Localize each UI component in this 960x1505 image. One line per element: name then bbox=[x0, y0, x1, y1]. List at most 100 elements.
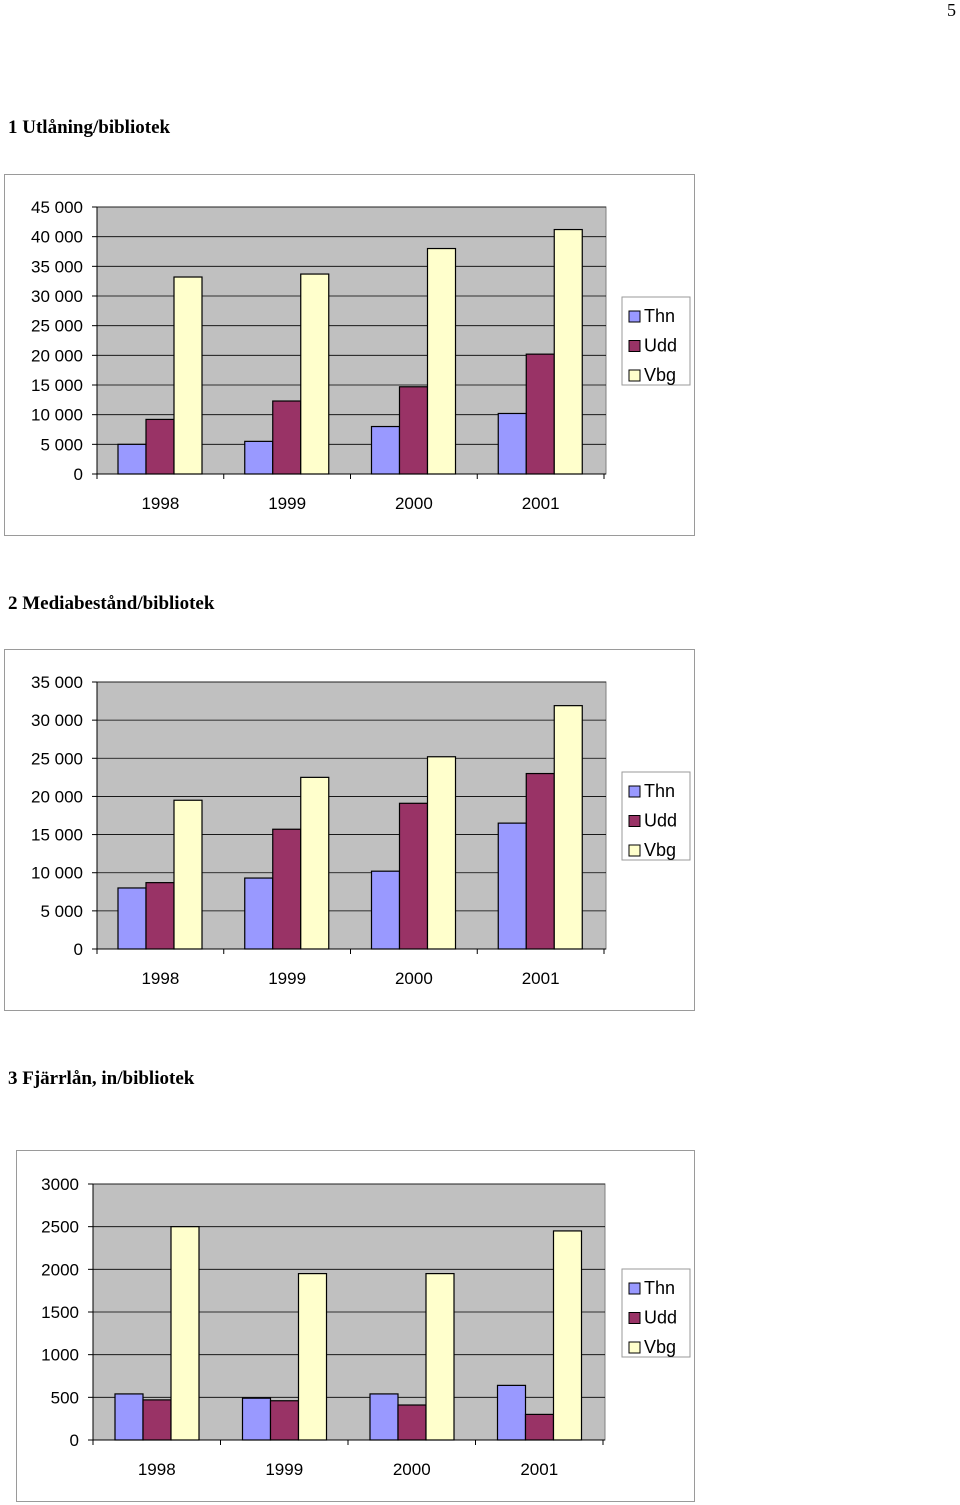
y-tick-label: 10 000 bbox=[31, 406, 83, 425]
legend-swatch-thn bbox=[628, 310, 641, 323]
bar-vbg-1999 bbox=[300, 776, 330, 950]
legend-label-udd: Udd bbox=[644, 811, 677, 831]
legend-label-thn: Thn bbox=[644, 1278, 675, 1298]
bar-udd-2000 bbox=[397, 1404, 427, 1441]
y-tick-label: 2000 bbox=[41, 1260, 79, 1279]
y-tick-label: 1500 bbox=[41, 1303, 79, 1322]
y-tick-label: 15 000 bbox=[31, 826, 83, 845]
bar-thn-2001 bbox=[496, 1384, 527, 1441]
y-tick-label: 25 000 bbox=[31, 749, 83, 768]
bar-vbg-2001 bbox=[552, 1230, 583, 1441]
legend-label-thn: Thn bbox=[644, 306, 675, 326]
bar-udd-1998 bbox=[145, 418, 175, 475]
legend-label-vbg: Vbg bbox=[644, 1337, 676, 1357]
legend-swatch-vbg bbox=[628, 1341, 641, 1354]
legend-label-vbg: Vbg bbox=[644, 365, 676, 385]
legend-swatch-udd bbox=[628, 340, 641, 352]
bar-thn-2000 bbox=[370, 870, 401, 950]
y-tick-label: 35 000 bbox=[31, 673, 83, 692]
y-tick-label: 10 000 bbox=[31, 864, 83, 883]
x-tick-label: 1999 bbox=[265, 1460, 303, 1479]
x-tick-label: 2001 bbox=[522, 494, 560, 513]
y-tick-label: 15 000 bbox=[31, 376, 83, 395]
bar-vbg-1998 bbox=[170, 1226, 200, 1441]
y-tick-label: 5 000 bbox=[40, 902, 83, 921]
bar-udd-1998 bbox=[142, 1399, 172, 1441]
bar-thn-2001 bbox=[497, 412, 527, 475]
y-tick-label: 3000 bbox=[41, 1175, 79, 1194]
legend-swatch-thn bbox=[628, 1282, 641, 1295]
bar-thn-1998 bbox=[117, 443, 147, 475]
bar-thn-2000 bbox=[369, 1393, 399, 1441]
legend-label-thn: Thn bbox=[644, 781, 675, 801]
bar-udd-1999 bbox=[269, 1400, 300, 1441]
x-tick-label: 1999 bbox=[268, 494, 306, 513]
y-tick-label: 40 000 bbox=[31, 228, 83, 247]
legend-label-udd: Udd bbox=[644, 1308, 677, 1328]
legend-swatch-vbg bbox=[628, 369, 641, 382]
legend-swatch-udd bbox=[628, 1312, 641, 1324]
bar-udd-2000 bbox=[398, 386, 429, 475]
y-tick-label: 0 bbox=[70, 1431, 79, 1450]
bar-thn-1998 bbox=[114, 1393, 144, 1441]
bar-vbg-1999 bbox=[297, 1272, 328, 1441]
bar-udd-2001 bbox=[525, 353, 555, 475]
bar-vbg-2001 bbox=[553, 228, 583, 475]
chart-3-svg: 0 500 1000 1500 2000 2500 3000 1998 1999 2000 2001… bbox=[41, 1175, 691, 1479]
bar-vbg-2000 bbox=[426, 247, 457, 475]
bar-thn-1999 bbox=[244, 440, 274, 475]
bar-vbg-2000 bbox=[426, 756, 457, 950]
y-tick-label: 2500 bbox=[41, 1218, 79, 1237]
legend-swatch-thn bbox=[628, 785, 641, 798]
bar-thn-1999 bbox=[244, 877, 274, 950]
x-tick-label: 2001 bbox=[520, 1460, 558, 1479]
bar-vbg-1999 bbox=[300, 273, 330, 475]
y-tick-label: 45 000 bbox=[31, 198, 83, 217]
x-tick-label: 2000 bbox=[393, 1460, 431, 1479]
y-tick-label: 0 bbox=[74, 465, 83, 484]
x-tick-label: 1999 bbox=[268, 969, 306, 988]
x-tick-label: 2000 bbox=[395, 969, 433, 988]
bar-thn-1998 bbox=[117, 887, 147, 950]
bar-udd-2001 bbox=[525, 772, 555, 950]
chart-1-title: 1 Utlåning/bibliotek bbox=[8, 117, 171, 138]
bar-udd-2001 bbox=[524, 1413, 555, 1441]
bar-thn-2001 bbox=[497, 822, 527, 950]
y-tick-label: 5 000 bbox=[40, 435, 83, 454]
bar-thn-2000 bbox=[370, 425, 401, 475]
bar-vbg-2001 bbox=[553, 705, 583, 950]
x-tick-label: 1998 bbox=[141, 494, 179, 513]
legend-swatch-vbg bbox=[628, 844, 641, 857]
bar-thn-1999 bbox=[241, 1397, 272, 1441]
legend-label-vbg: Vbg bbox=[644, 840, 676, 860]
x-tick-label: 1998 bbox=[141, 969, 179, 988]
chart-2-container: 0 5 000 10 000 15 000 20 000 25 000 30 000 35 0… bbox=[4, 649, 695, 1011]
x-tick-label: 2000 bbox=[395, 494, 433, 513]
y-tick-label: 20 000 bbox=[31, 787, 83, 806]
y-tick-label: 1000 bbox=[41, 1346, 79, 1365]
y-tick-label: 25 000 bbox=[31, 317, 83, 336]
bar-vbg-1998 bbox=[173, 799, 203, 950]
y-tick-label: 20 000 bbox=[31, 346, 83, 365]
chart-2-svg: 0 5 000 10 000 15 000 20 000 25 000 30 000 35 0… bbox=[31, 673, 691, 988]
bar-udd-2000 bbox=[398, 802, 429, 950]
legend-swatch-udd bbox=[628, 815, 641, 827]
y-tick-label: 30 000 bbox=[31, 287, 83, 306]
y-tick-label: 500 bbox=[51, 1388, 79, 1407]
x-tick-label: 2001 bbox=[522, 969, 560, 988]
y-tick-label: 35 000 bbox=[31, 257, 83, 276]
chart-3-title: 3 Fjärrlån, in/bibliotek bbox=[8, 1068, 195, 1089]
bar-udd-1999 bbox=[272, 400, 302, 475]
legend-label-udd: Udd bbox=[644, 336, 677, 356]
x-tick-label: 1998 bbox=[138, 1460, 176, 1479]
chart-2-title: 2 Mediabestånd/bibliotek bbox=[8, 593, 215, 614]
y-tick-label: 30 000 bbox=[31, 711, 83, 730]
chart-3-container: 0 500 1000 1500 2000 2500 3000 1998 1999 2000 2001… bbox=[16, 1150, 695, 1502]
bar-vbg-2000 bbox=[425, 1272, 455, 1441]
chart-1-svg: 0 5 000 10 000 15 000 20 000 25 000 30 000 35 0… bbox=[31, 198, 691, 513]
bar-udd-1999 bbox=[272, 828, 302, 950]
chart-1-container: 0 5 000 10 000 15 000 20 000 25 000 30 000 35 0… bbox=[4, 174, 695, 536]
bar-udd-1998 bbox=[145, 882, 175, 950]
y-tick-label: 0 bbox=[74, 940, 83, 959]
page-number: 5 bbox=[947, 0, 956, 20]
